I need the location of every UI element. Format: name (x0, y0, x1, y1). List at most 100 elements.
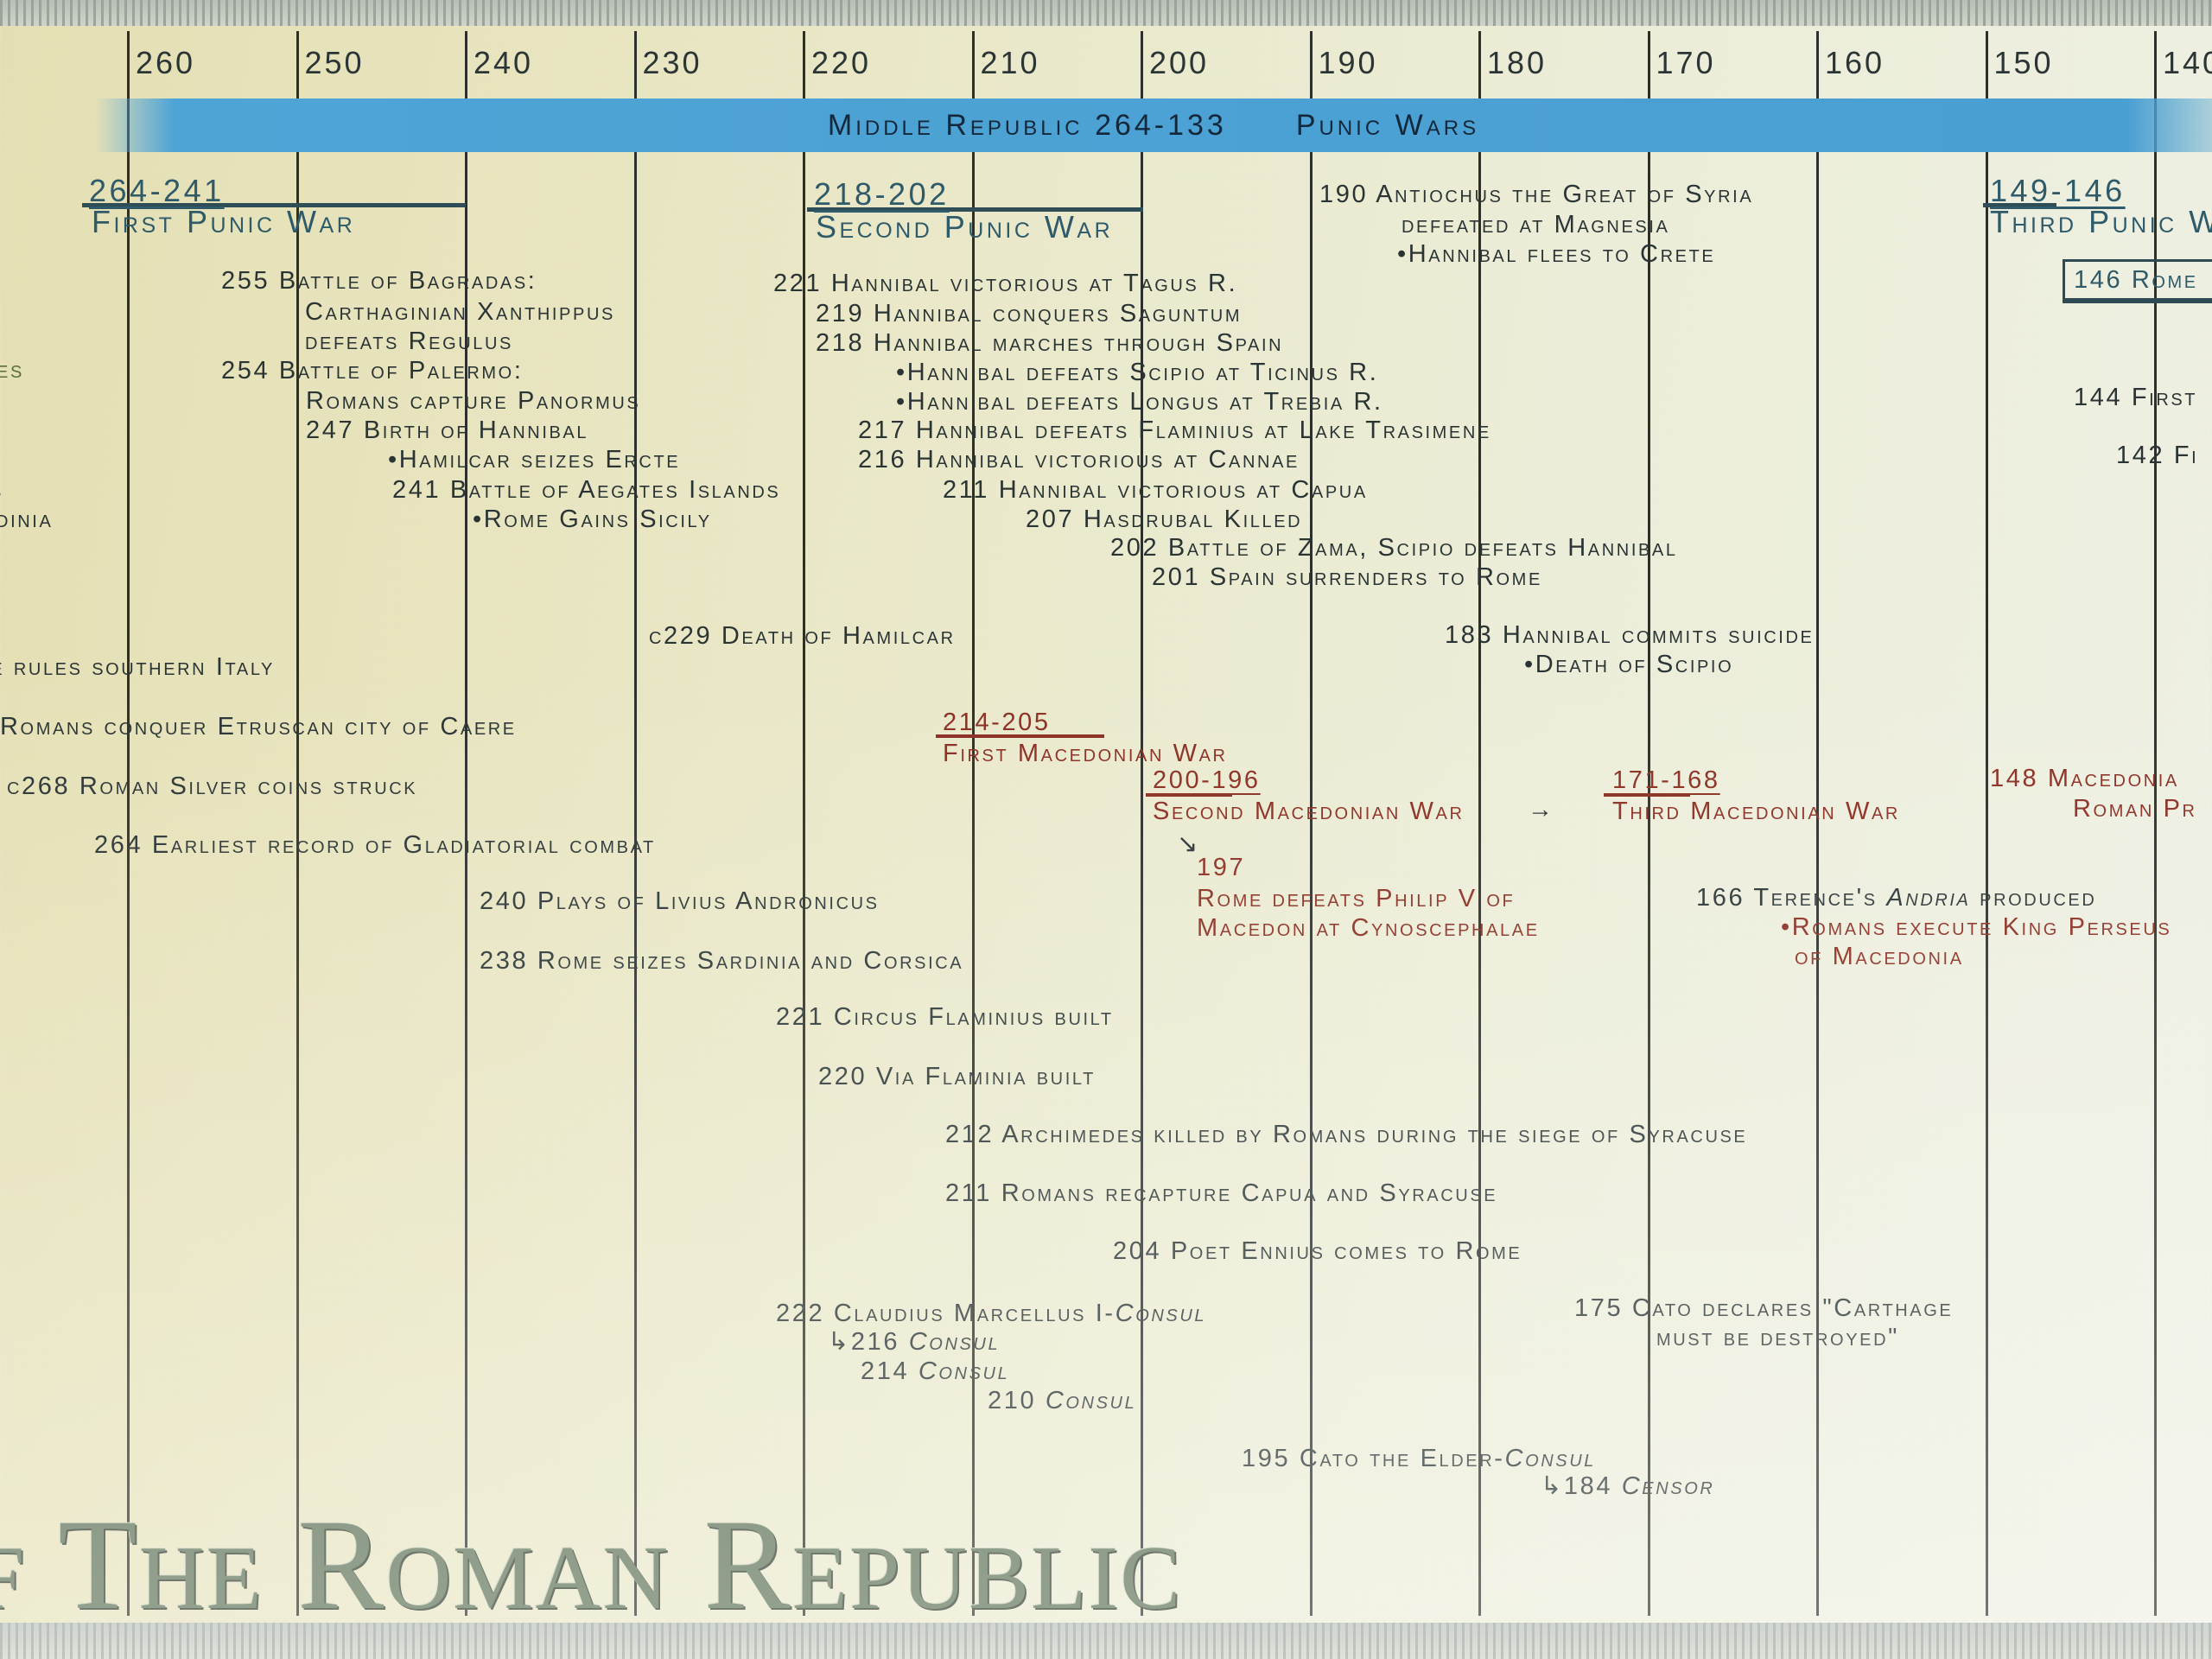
timeline-event: Macedon at Cynoscephalae (1197, 913, 1540, 943)
event-text: Second Macedonian War (1153, 798, 1465, 825)
event-emphasis: Andria (1886, 884, 1971, 912)
timeline-event: 219 Hannibal conquers Saguntum (816, 299, 1242, 328)
event-text: 171-168 (1612, 766, 1720, 794)
event-text: 204 Poet Ennius comes to Rome (1113, 1237, 1522, 1265)
timeline-event: 254 Battle of Palermo: (221, 356, 524, 385)
event-text: 240 Plays of Livius Andronicus (480, 887, 880, 915)
event-text: must be destroyed" (1656, 1324, 1900, 1351)
tick-label-180: 180 (1487, 45, 1548, 80)
event-text: 216 Hannibal victorious at Cannae (858, 446, 1300, 474)
timeline-event: 148 Macedonia (1990, 764, 2179, 793)
timeline-event: •Rome Gains Sicily (473, 505, 712, 534)
era-theme: Punic Wars (1295, 108, 1480, 142)
timeline-event: 255 Battle of Bagradas: (221, 266, 537, 296)
timeline-event: s (0, 475, 3, 505)
bottom-border (0, 1623, 2212, 1659)
timeline-event: 211 Hannibal victorious at Capua (943, 475, 1368, 505)
timeline-event: c229 Death of Hamilcar (649, 621, 956, 651)
poster-title: f The Roman Republic (0, 1493, 1183, 1637)
timeline-event: 207 Hasdrubal Killed (1026, 505, 1302, 534)
event-text: 175 Cato declares "Carthage (1574, 1294, 1954, 1322)
second-macedonian-war-bar (1146, 793, 1232, 797)
event-box-146 (2063, 259, 2212, 303)
timeline-event: c268 Roman Silver coins struck (7, 772, 417, 801)
gridline-150 (1985, 31, 1988, 1616)
event-text: defeated at Magnesia (1402, 211, 1670, 238)
event-text: First Punic War (92, 204, 356, 239)
timeline-event: 240 Plays of Livius Andronicus (480, 887, 880, 916)
timeline-event: 149-146 (1990, 173, 2126, 208)
timeline-event: First Punic War (92, 204, 356, 239)
event-text: 149-146 (1990, 173, 2126, 208)
event-text: •Hamilcar seizes Ercte (388, 446, 681, 474)
event-text: •Hannibal defeats Longus at Trebia R. (896, 388, 1383, 416)
timeline-event: 221 Hannibal victorious at Tagus R. (773, 269, 1237, 298)
event-text: 211 Hannibal victorious at Capua (943, 476, 1368, 504)
timeline-event: 202 Battle of Zama, Scipio defeats Hanni… (1110, 533, 1678, 563)
timeline-event: Carthaginian Xanthippus (305, 297, 615, 327)
timeline-event: 171-168 (1612, 766, 1720, 795)
timeline-event: → (1528, 795, 1555, 824)
event-text: Romans capture Panormus (306, 387, 641, 415)
timeline-event: 222 Claudius Marcellus I-Consul (776, 1299, 1206, 1328)
event-text: 218 Hannibal marches through Spain (816, 329, 1284, 357)
timeline-event: Third Macedonian War (1612, 797, 1900, 826)
event-text: 218-202 (814, 176, 950, 212)
timeline-event: must be destroyed" (1656, 1323, 1899, 1352)
event-text: c268 Roman Silver coins struck (7, 772, 418, 800)
first-macedonian-war-bar (936, 734, 1104, 738)
timeline-event: 264 Earliest record of Gladiatorial comb… (94, 830, 656, 860)
gridline-260 (127, 31, 130, 1616)
gridline-180 (1478, 31, 1481, 1616)
event-text: •Hannibal defeats Scipio at Ticinus R. (896, 359, 1379, 386)
event-text: of Macedonia (1795, 943, 1964, 970)
event-text: ↘ (1177, 830, 1200, 858)
timeline-event: Rome defeats Philip V of (1197, 884, 1515, 913)
event-text: 222 Claudius Marcellus I- (776, 1300, 1116, 1327)
era-band: Middle Republic 264-133 Punic Wars (95, 99, 2212, 152)
event-emphasis: Censor (1621, 1472, 1715, 1500)
timeline-event: defeats Regulus (305, 327, 513, 356)
event-text: 264 Earliest record of Gladiatorial comb… (94, 831, 656, 859)
event-text: → (1528, 796, 1555, 823)
event-text: me rules southern Italy (0, 653, 275, 681)
event-text: 220 Via Flaminia built (818, 1063, 1096, 1090)
timeline-event: rdinia (0, 505, 53, 534)
timeline-event: 197 (1197, 853, 1245, 882)
event-text: Roman Pr (2073, 795, 2197, 823)
event-text: 212 Archimedes killed by Romans during t… (945, 1121, 1748, 1148)
event-text: 207 Hasdrubal Killed (1026, 505, 1303, 533)
era-period: Middle Republic 264-133 (827, 108, 1227, 142)
timeline-event: 201 Spain surrenders to Rome (1152, 563, 1542, 592)
event-text: 201 Spain surrenders to Rome (1152, 563, 1542, 591)
timeline-event: 264-241 (89, 175, 225, 207)
event-text: Second Punic War (816, 209, 1114, 245)
timeline-event: 200-196 (1153, 766, 1261, 795)
tick-label-220: 220 (811, 45, 872, 80)
event-emphasis: Consul (1504, 1445, 1596, 1472)
timeline-event: 220 Via Flaminia built (818, 1062, 1096, 1091)
timeline-event: 221 Circus Flaminius built (776, 1002, 1114, 1032)
tick-label-210: 210 (980, 45, 1040, 80)
event-text: 247 Birth of Hannibal (306, 416, 589, 444)
timeline-event: ↘ (1177, 830, 1200, 859)
third-punic-war-bar (1983, 203, 2056, 207)
event-text: 211 Romans recapture Capua and Syracuse (945, 1179, 1498, 1207)
event-text: •Romans execute King Perseus (1781, 913, 2172, 941)
event-emphasis: Consul (918, 1357, 1010, 1385)
gridline-200 (1141, 31, 1143, 1616)
first-punic-war-bar (82, 203, 466, 207)
second-punic-war-bar (807, 207, 1143, 212)
timeline-event: ↳184 Censor (1541, 1471, 1714, 1501)
tick-label-250: 250 (304, 45, 365, 80)
event-text: 241 Battle of Aegates Islands (392, 476, 781, 504)
timeline-event: 218 Hannibal marches through Spain (816, 328, 1283, 358)
timeline-event: 211 Romans recapture Capua and Syracuse (945, 1179, 1497, 1208)
timeline-event: 217 Hannibal defeats Flaminius at Lake T… (858, 416, 1491, 445)
timeline-event: es (0, 355, 24, 385)
timeline-event: 214-205 (943, 708, 1051, 737)
timeline-event: 204 Poet Ennius comes to Rome (1113, 1236, 1522, 1266)
event-text: 221 Hannibal victorious at Tagus R. (773, 270, 1238, 297)
gridline-170 (1647, 31, 1650, 1616)
tick-label-150: 150 (1993, 45, 2054, 80)
